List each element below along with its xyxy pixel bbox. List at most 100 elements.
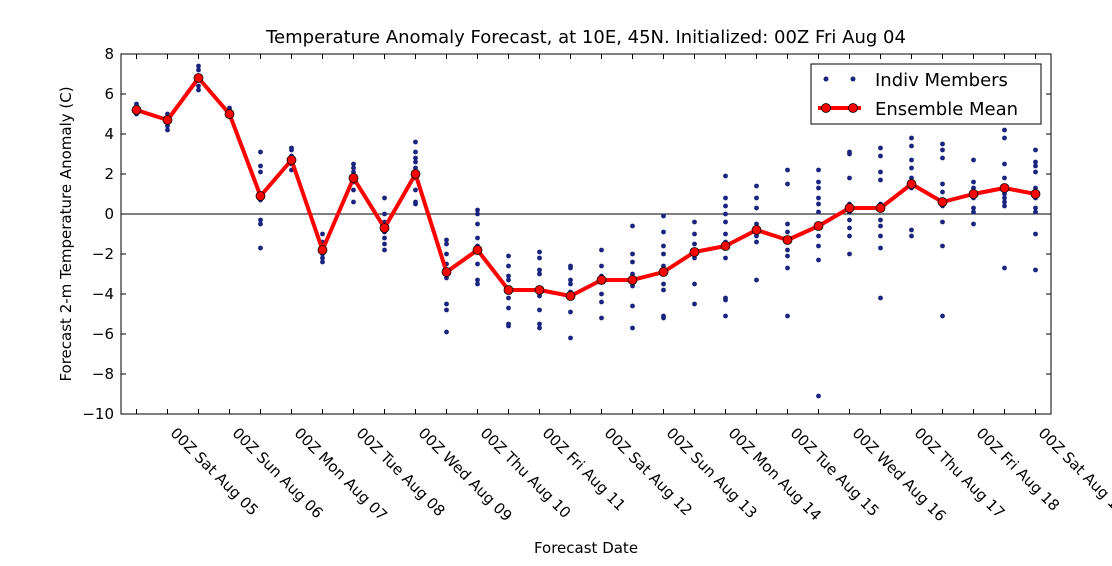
y-tick-label: −4 [92,285,114,303]
member-point [785,247,790,253]
member-point [506,253,511,259]
member-point [413,159,418,165]
ensemble-mean-point [751,225,762,235]
member-point [878,145,883,151]
member-point [878,295,883,301]
member-point [909,143,914,149]
member-point [754,205,759,211]
member-point [165,123,170,129]
member-point [413,199,418,205]
ensemble-mean-point [193,73,204,83]
y-tick-label: 2 [104,165,114,183]
member-point [630,259,635,265]
member-point [816,179,821,185]
member-point [351,169,356,175]
member-point [413,165,418,171]
member-point [909,165,914,171]
member-point [444,275,449,281]
member-point [382,211,387,217]
y-tick-label: 6 [104,85,114,103]
member-point [196,83,201,89]
member-point [196,67,201,73]
ensemble-mean-point [162,115,173,125]
member-point [630,223,635,229]
member-point [444,241,449,247]
y-tick-label: −8 [92,365,114,383]
legend-mean-marker-2 [848,103,858,113]
member-point [444,251,449,257]
legend-mean-label: Ensemble Mean [875,99,1018,120]
member-point [413,139,418,145]
member-point [1002,161,1007,167]
member-point [723,219,728,225]
member-point [1033,209,1038,215]
member-point [351,161,356,167]
member-point [475,211,480,217]
legend-indiv-label: Indiv Members [875,70,1008,91]
y-axis-label: Forecast 2-m Temperature Anomaly (C) [57,86,75,381]
member-point [1033,169,1038,175]
member-point [258,245,263,251]
member-point [506,263,511,269]
member-point [630,283,635,289]
member-point [196,63,201,69]
member-point [1033,147,1038,153]
member-point [847,233,852,239]
member-point [1033,205,1038,211]
ensemble-mean-point [379,223,390,233]
member-point [785,265,790,271]
member-point [537,255,542,261]
member-point [568,335,573,341]
member-point [878,169,883,175]
member-point [351,165,356,171]
member-point [878,177,883,183]
member-point [599,291,604,297]
member-point [1033,231,1038,237]
member-point [754,183,759,189]
member-point [320,259,325,265]
legend: Indiv Members Ensemble Mean [810,63,1042,125]
ensemble-mean-point [348,173,359,183]
member-point [1002,175,1007,181]
member-point [506,273,511,279]
member-point [971,185,976,191]
member-point [754,221,759,227]
ensemble-mean-point [627,275,638,285]
member-point [134,101,139,107]
member-point [1033,267,1038,273]
member-point [537,321,542,327]
member-point [661,229,666,235]
member-point [227,105,232,111]
member-point [630,325,635,331]
member-point [692,219,697,225]
member-point [537,249,542,255]
ensemble-mean-point [906,179,917,189]
member-point [723,173,728,179]
member-point [692,281,697,287]
member-point [475,281,480,287]
member-point [816,243,821,249]
member-point [723,195,728,201]
member-point [909,227,914,233]
ensemble-mean-point [410,169,421,179]
member-point [971,157,976,163]
member-point [351,199,356,205]
ensemble-mean-point [131,105,142,115]
member-point [475,235,480,241]
member-point [537,271,542,277]
member-point [692,301,697,307]
member-point [909,175,914,181]
member-point [971,205,976,211]
member-point [847,217,852,223]
member-point [1033,159,1038,165]
member-point [537,267,542,273]
member-point [940,181,945,187]
member-point [940,141,945,147]
member-point [475,221,480,227]
member-point [568,263,573,269]
member-point [816,201,821,207]
member-point [847,175,852,181]
member-point [506,305,511,311]
member-point [785,229,790,235]
member-point [785,181,790,187]
